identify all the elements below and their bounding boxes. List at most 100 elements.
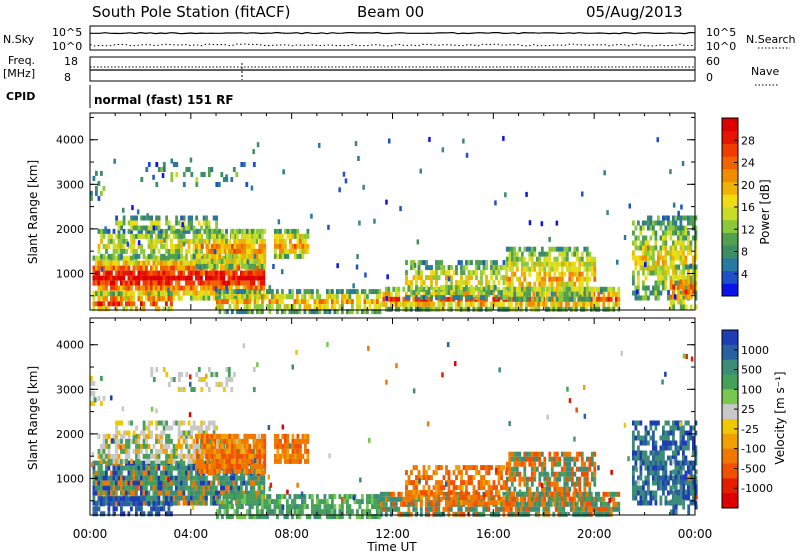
- range-cell: [427, 495, 431, 501]
- range-cell: [385, 199, 388, 205]
- range-cell: [115, 496, 118, 502]
- range-cell: [535, 296, 539, 302]
- range-cell: [125, 248, 128, 254]
- range-cell: [142, 433, 146, 439]
- range-cell: [515, 251, 519, 257]
- range-cell: [417, 296, 421, 302]
- range-cell: [263, 514, 267, 520]
- range-cell: [220, 258, 224, 264]
- range-cell: [560, 281, 564, 287]
- range-cell: [296, 443, 300, 449]
- range-cell: [497, 490, 501, 496]
- range-cell: [245, 433, 249, 439]
- range-cell: [294, 243, 297, 249]
- range-cell: [202, 460, 206, 466]
- range-cell: [326, 309, 329, 315]
- range-cell: [358, 220, 361, 226]
- range-cell: [110, 291, 113, 297]
- range-cell: [452, 490, 456, 496]
- range-cell: [102, 285, 106, 291]
- range-cell: [559, 301, 563, 307]
- range-cell: [288, 504, 292, 510]
- range-cell: [308, 494, 312, 500]
- range-cell: [682, 279, 686, 285]
- range-cell: [637, 270, 640, 276]
- range-cell: [182, 228, 186, 234]
- range-cell: [420, 270, 423, 276]
- range-cell: [260, 275, 263, 281]
- range-cell: [100, 253, 103, 259]
- range-cell: [465, 465, 468, 471]
- range-cell: [679, 240, 683, 246]
- range-cell: [122, 207, 125, 213]
- range-cell: [255, 448, 259, 454]
- range-cell: [195, 463, 199, 469]
- range-cell: [500, 295, 503, 301]
- range-cell: [213, 463, 217, 469]
- range-cell: [137, 265, 141, 271]
- range-cell: [505, 470, 508, 476]
- range-cell: [251, 494, 254, 500]
- range-cell: [97, 228, 101, 234]
- range-cell: [657, 265, 660, 271]
- range-cell: [223, 504, 227, 510]
- range-cell: [306, 453, 310, 459]
- range-cell: [323, 499, 327, 505]
- range-cell: [220, 463, 224, 469]
- range-cell: [266, 504, 269, 510]
- range-cell: [412, 275, 416, 281]
- range-cell: [120, 248, 123, 254]
- range-cell: [142, 490, 146, 496]
- range-cell: [662, 220, 665, 226]
- range-cell: [422, 280, 426, 286]
- range-cell: [373, 218, 376, 224]
- range-cell: [215, 270, 218, 276]
- range-cell: [518, 291, 522, 297]
- range-cell: [102, 291, 106, 297]
- range-cell: [323, 509, 327, 515]
- range-cell: [318, 294, 322, 300]
- range-cell: [165, 500, 168, 506]
- range-cell: [584, 291, 588, 297]
- range-cell: [597, 506, 601, 512]
- range-cell: [394, 291, 398, 297]
- range-cell: [376, 504, 379, 510]
- range-cell: [252, 275, 256, 281]
- range-cell: [508, 296, 512, 302]
- range-cell: [231, 309, 234, 315]
- range-cell: [682, 304, 686, 310]
- range-cell: [197, 425, 201, 431]
- range-cell: [306, 233, 310, 239]
- range-cell: [281, 299, 284, 305]
- range-cell: [475, 490, 478, 496]
- range-cell: [162, 275, 166, 281]
- range-cell: [588, 296, 592, 302]
- range-cell: [407, 501, 411, 507]
- range-cell: [278, 494, 282, 500]
- range-cell: [520, 281, 524, 287]
- range-cell: [529, 301, 533, 307]
- range-cell: [682, 255, 685, 261]
- range-cell: [632, 250, 635, 256]
- range-cell: [177, 260, 181, 266]
- range-cell: [373, 514, 377, 520]
- range-cell: [167, 425, 171, 431]
- range-cell: [445, 275, 448, 281]
- range-cell: [243, 468, 247, 474]
- range-cell: [155, 480, 158, 486]
- range-cell: [530, 246, 534, 252]
- range-cell: [230, 458, 234, 464]
- range-cell: [92, 295, 96, 301]
- range-cell: [497, 306, 501, 312]
- range-cell: [238, 258, 242, 264]
- range-cell: [210, 458, 214, 464]
- range-cell: [371, 289, 374, 295]
- range-cell: [452, 295, 456, 301]
- range-cell: [520, 261, 524, 267]
- range-cell: [283, 514, 287, 520]
- range-cell: [682, 235, 685, 241]
- nsky-tick-bottom: 10^0: [52, 40, 82, 53]
- range-cell: [242, 162, 246, 167]
- range-cell: [412, 506, 416, 512]
